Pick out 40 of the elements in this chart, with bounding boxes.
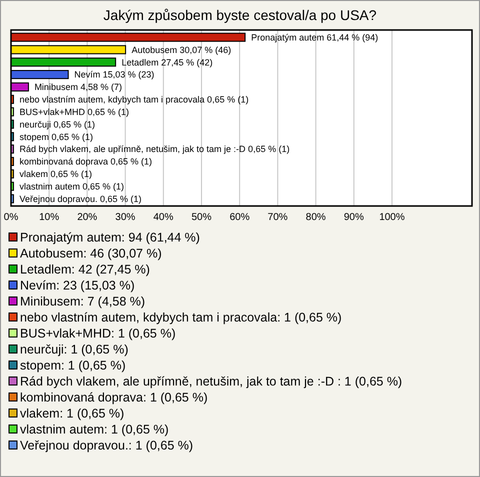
- x-tick-label: 60%: [230, 212, 250, 223]
- category-label: Minibusem 4,58 % (7): [34, 82, 122, 92]
- category-label: Nevím 15,03 % (23): [74, 70, 154, 80]
- text: vlastnim autem: 1 (0,65 %): [20, 422, 169, 436]
- category-label: vlakem 0,65 % (1): [19, 169, 92, 180]
- text: vlakem: 1 (0,65 %): [20, 406, 124, 420]
- x-tick-label: 80%: [306, 212, 326, 223]
- text: nebo vlastním autem, kdybych tam i pracovala: 1 (0,65 %): [20, 310, 342, 324]
- text: Veřejnou dopravou.: 1 (0,65 %): [20, 438, 194, 452]
- x-tick-label: 40%: [153, 212, 174, 223]
- text: kombinovaná doprava: 1 (0,65 %): [20, 390, 208, 404]
- text: Autobusem: 46 (30,07 %): [20, 246, 162, 260]
- x-tick-label: 70%: [268, 212, 288, 223]
- text: Pronajatým autem: 94 (61,44 %): [20, 230, 200, 244]
- x-tick-label: 20%: [77, 212, 98, 223]
- category-label: stopem 0,65 % (1): [19, 132, 94, 142]
- x-tick-label: 90%: [344, 212, 364, 223]
- x-tick-label: 10%: [39, 212, 60, 223]
- x-tick-label: 0%: [4, 212, 18, 223]
- category-label: kombinovaná doprava 0,65 % (1): [19, 156, 152, 167]
- x-tick-label: 30%: [115, 212, 136, 223]
- x-tick-label: 50%: [191, 212, 212, 223]
- category-label: vlastnim autem 0,65 % (1): [19, 181, 124, 192]
- chart-title: Jakým způsobem byste cestoval/a po USA?: [103, 7, 377, 23]
- text: Letadlem: 42 (27,45 %): [20, 262, 150, 276]
- category-label: neurčuji 0,65 % (1): [19, 119, 96, 130]
- category-label: BUS+vlak+MHD 0,65 % (1): [19, 106, 130, 117]
- text: neurčuji: 1 (0,65 %): [20, 342, 128, 356]
- text: Minibusem: 7 (4,58 %): [20, 294, 146, 308]
- category-label: Autobusem 30,07 % (46): [132, 44, 232, 55]
- text: Nevím: 23 (15,03 %): [20, 278, 135, 292]
- text: stopem: 1 (0,65 %): [20, 358, 126, 372]
- category-label: nebo vlastním autem, kdybych tam i pracovala 0,65 % (1): [19, 94, 249, 105]
- category-label: Letadlem 27,45 % (42): [122, 57, 213, 68]
- category-label: Veřejnou dopravou. 0,65 % (1): [19, 194, 142, 204]
- category-label: Pronajatým autem 61,44 % (94): [251, 32, 378, 42]
- text: BUS+vlak+MHD: 1 (0,65 %): [20, 326, 176, 340]
- text: Rád bych vlakem, ale upřímně, netušim, jak to tam je :-D : 1 (0,65 %): [20, 374, 402, 388]
- x-tick-label: 100%: [379, 212, 405, 223]
- category-label: Rád bych vlakem, ale upřímně, netušim, jak to tam je :-D 0,65 % (1): [19, 144, 290, 154]
